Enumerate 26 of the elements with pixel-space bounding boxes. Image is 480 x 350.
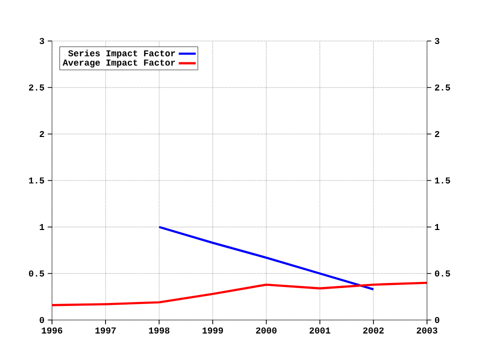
y2-tick-label: 0 [434, 316, 440, 324]
x-tick-label: 1998 [148, 327, 170, 334]
x-tick-label: 2003 [416, 327, 438, 334]
y2-tick-label: 1.5 [435, 178, 450, 184]
legend-label: Average Impact Factor [62, 60, 176, 68]
y2-tick-label: 2 [434, 130, 440, 137]
x-tick-label: 2000 [256, 327, 277, 334]
line-series [52, 282, 428, 306]
y-tick-label: 1 [40, 224, 44, 230]
x-tick-label: 2002 [363, 327, 384, 334]
y2-tick-label: 3 [434, 38, 440, 44]
x-tick-label: 1999 [202, 327, 223, 334]
y-tick-label: 0.5 [28, 270, 44, 277]
y-tick-label: 1.5 [29, 178, 44, 184]
y2-tick-label: 0.5 [434, 270, 450, 277]
y-tick-label: 3 [40, 38, 44, 44]
legend-label: Series Impact Factor [68, 50, 176, 58]
y-tick-label: 0 [40, 316, 44, 324]
y-tick-label: 2.5 [28, 84, 44, 91]
y2-tick-label: 1 [435, 224, 440, 230]
y-tick-label: 2 [40, 130, 44, 137]
x-tick-label: 2001 [310, 327, 330, 334]
y2-tick-label: 2.5 [434, 84, 450, 91]
x-tick-label: 1997 [95, 327, 116, 334]
line-series [158, 226, 375, 290]
x-tick-label: 1996 [42, 327, 62, 334]
